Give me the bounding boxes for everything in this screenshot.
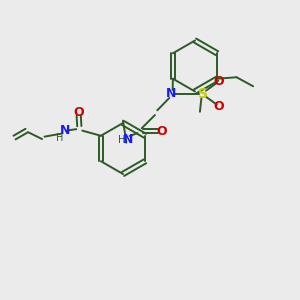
Text: N: N xyxy=(123,133,134,146)
Text: O: O xyxy=(213,75,224,88)
Text: H: H xyxy=(118,135,126,145)
Text: H: H xyxy=(56,133,63,143)
Text: N: N xyxy=(166,87,177,100)
Text: N: N xyxy=(60,124,70,137)
Text: S: S xyxy=(198,87,208,101)
Text: O: O xyxy=(74,106,84,119)
Text: O: O xyxy=(156,125,167,138)
Text: O: O xyxy=(213,100,224,113)
